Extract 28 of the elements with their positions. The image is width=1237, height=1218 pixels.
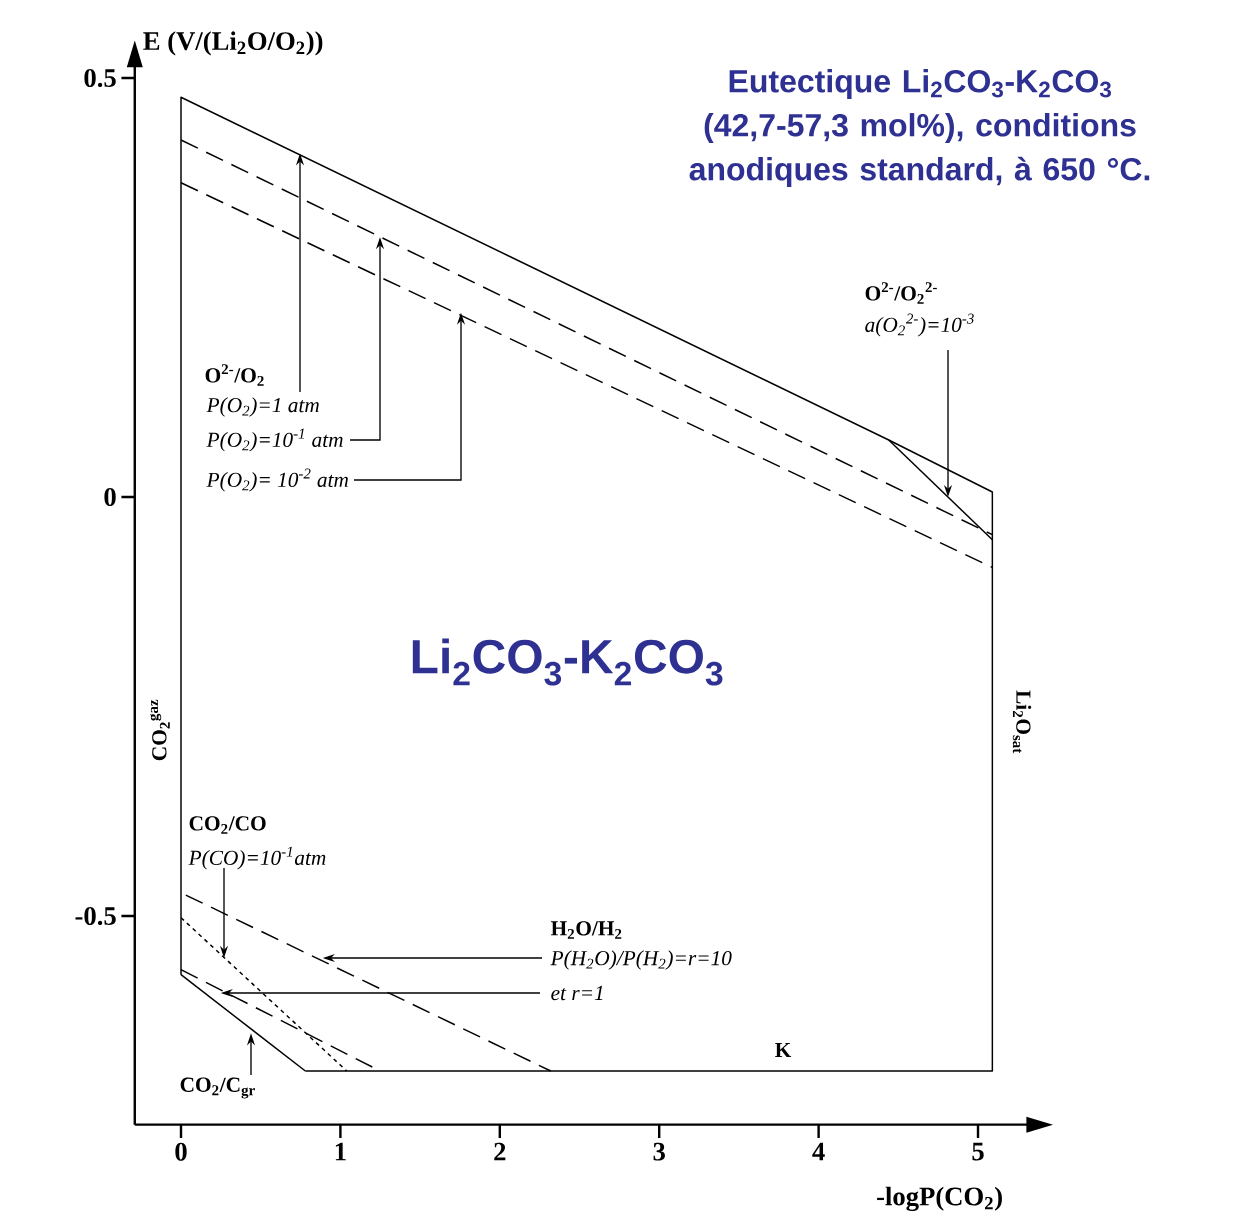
annotation: P(H$_{2}$O)/P(H$_{2}$)=r=10 (550, 950, 732, 970)
annotation: P(O$_{2}$)= 10$^{-2}$ atm (206, 468, 348, 492)
chart-title: Eutectique Li$_{2}$CO$_{3}$-K$_{2}$CO$_{3}$ (42,7-57,3 mol%), conditions anodiques standard, à 650 °C. (689, 69, 1150, 187)
annotation: O$^{2-}$/O$_{2}$ (205, 364, 264, 386)
y-axis-title: E (V/(Li$_{2}$O/O$_{2}$)) (143, 31, 323, 56)
annotation: a(O$_{2}$$^{2-}$)=10$^{-3}$ (865, 313, 974, 337)
annotation: P(O$_{2}$)=1 atm (206, 397, 319, 417)
x-tick-label: 0 (175, 1142, 187, 1161)
x-axis-title: -logP(CO$_{2}$) (877, 1186, 1002, 1212)
y-tick-label: -0.5 (75, 906, 116, 926)
x-tick-label: 1 (335, 1142, 346, 1161)
annotation: P(O$_{2}$)=10$^{-1}$ atm (206, 428, 343, 452)
annotation: CO$_{2}$gaz (150, 699, 170, 761)
y-tick-label: 0 (104, 488, 116, 506)
x-tick-label: 4 (812, 1142, 825, 1161)
annotation: CO$_{2}$/CO (189, 816, 266, 834)
annotation: O$^{2-}$/O$_{2}$2- (865, 282, 937, 304)
annotation: et r=1 (551, 985, 603, 1001)
x-tick-label: 2 (494, 1142, 506, 1161)
annotation: K (775, 1043, 792, 1057)
annotation: Li$_{2}$CO$_{3}$-K$_{2}$CO$_{3}$ (412, 638, 723, 686)
x-tick-label: 5 (972, 1142, 984, 1161)
annotation: CO$_{2}$/C$_{gr}$ (180, 1077, 255, 1099)
annotation: Li$_{2}$O$_{sat}$ (1012, 690, 1032, 754)
annotation: H$_{2}$O/H$_{2}$ (550, 921, 622, 939)
y-tick-label: 0.5 (84, 68, 116, 88)
x-tick-label: 3 (653, 1142, 665, 1161)
annotation: P(CO)=10$^{-1}$atm (188, 846, 326, 870)
